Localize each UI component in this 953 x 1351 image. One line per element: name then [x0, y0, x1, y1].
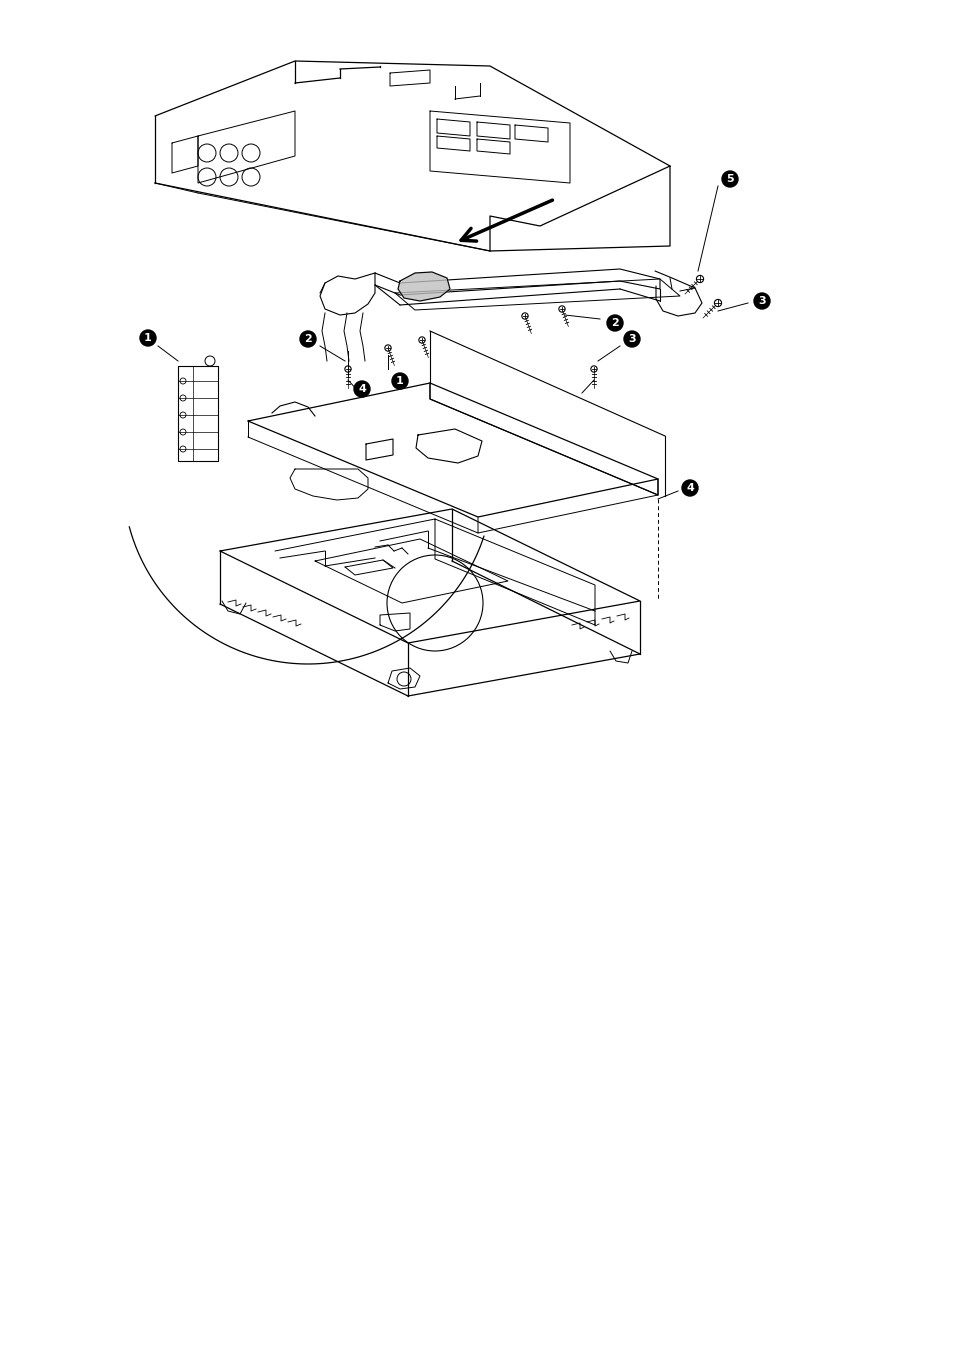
Circle shape: [606, 315, 622, 331]
Text: 3: 3: [627, 334, 635, 345]
Text: 3: 3: [758, 296, 765, 305]
Polygon shape: [397, 272, 450, 301]
Text: 5: 5: [725, 174, 733, 184]
Circle shape: [392, 373, 408, 389]
Circle shape: [623, 331, 639, 347]
Text: 2: 2: [304, 334, 312, 345]
Circle shape: [721, 172, 738, 186]
Text: 4: 4: [685, 484, 693, 493]
Circle shape: [299, 331, 315, 347]
Text: 1: 1: [144, 332, 152, 343]
Circle shape: [681, 480, 698, 496]
Circle shape: [753, 293, 769, 309]
Text: 1: 1: [395, 376, 403, 386]
Text: 4: 4: [357, 384, 366, 394]
Circle shape: [140, 330, 156, 346]
Circle shape: [354, 381, 370, 397]
Text: 2: 2: [611, 317, 618, 328]
